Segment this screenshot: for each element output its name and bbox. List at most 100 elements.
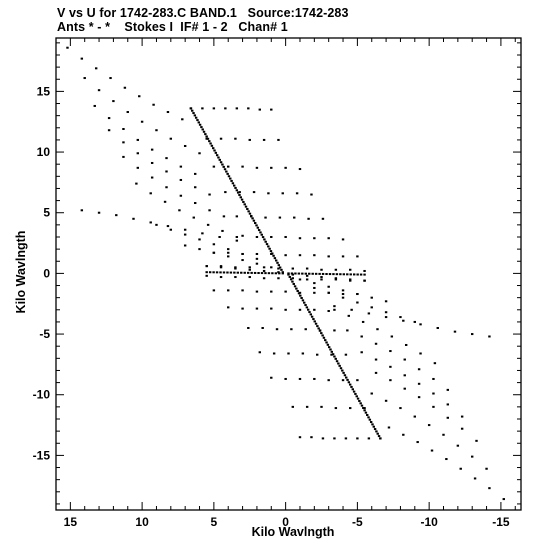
uv-point xyxy=(432,392,435,395)
uv-point xyxy=(198,248,201,251)
uv-point xyxy=(314,322,318,325)
uv-point xyxy=(221,163,224,166)
uv-point xyxy=(297,272,301,275)
uv-point xyxy=(298,254,302,257)
uv-point xyxy=(301,299,305,302)
uv-point xyxy=(370,392,373,395)
uv-point xyxy=(179,165,183,168)
uv-point xyxy=(224,191,227,194)
uv-point xyxy=(304,328,307,331)
uv-point xyxy=(360,351,363,354)
uv-point xyxy=(252,191,256,194)
uv-point xyxy=(193,114,197,117)
uv-point xyxy=(212,289,216,292)
uv-point xyxy=(235,107,239,110)
uv-point xyxy=(234,267,237,270)
uv-point xyxy=(304,304,307,307)
uv-point xyxy=(178,209,181,212)
uv-point xyxy=(219,137,223,140)
uv-point xyxy=(264,240,267,243)
uv-point xyxy=(292,282,295,285)
uv-point xyxy=(267,245,270,248)
uv-point xyxy=(341,293,345,296)
uv-point xyxy=(209,142,212,145)
uv-point xyxy=(349,407,352,410)
uv-point xyxy=(301,272,304,275)
uv-point xyxy=(313,320,316,323)
uv-point xyxy=(321,437,325,440)
uv-point xyxy=(248,276,251,279)
uv-point xyxy=(399,407,402,410)
uv-point xyxy=(83,77,86,80)
uv-point xyxy=(226,271,229,274)
uv-point xyxy=(403,387,406,390)
uv-point xyxy=(328,273,332,276)
uv-point xyxy=(275,328,279,331)
uv-point xyxy=(355,395,358,398)
uv-point xyxy=(342,273,346,276)
uv-point xyxy=(215,154,219,157)
uv-point xyxy=(234,186,237,189)
uv-point xyxy=(294,272,297,275)
uv-point xyxy=(189,107,193,110)
uv-point xyxy=(368,418,372,421)
uv-point xyxy=(346,273,349,276)
uv-point xyxy=(107,117,111,120)
uv-point xyxy=(460,427,464,430)
uv-point xyxy=(165,157,168,160)
uv-point xyxy=(260,272,264,275)
uv-point xyxy=(262,277,266,280)
uv-point xyxy=(309,313,313,316)
uv-point xyxy=(334,407,338,410)
uv-point xyxy=(241,289,244,292)
y-tick-label: 0 xyxy=(43,266,50,280)
uv-point xyxy=(399,316,402,319)
uv-point xyxy=(363,279,366,282)
uv-point xyxy=(485,467,488,470)
uv-point xyxy=(255,166,259,169)
uv-point xyxy=(278,266,282,269)
uv-point xyxy=(321,334,324,337)
uv-point xyxy=(227,251,230,254)
uv-point xyxy=(272,254,275,257)
uv-point xyxy=(313,377,316,380)
uv-point xyxy=(241,252,244,255)
uv-point xyxy=(372,425,375,428)
uv-point xyxy=(333,305,336,308)
uv-point xyxy=(149,192,152,195)
uv-point xyxy=(267,272,271,275)
uv-point xyxy=(234,266,237,269)
uv-point xyxy=(260,233,263,236)
uv-point xyxy=(403,374,406,377)
uv-point xyxy=(234,276,237,279)
uv-point xyxy=(210,144,214,147)
uv-point xyxy=(402,319,405,322)
uv-point xyxy=(223,168,227,171)
uv-point xyxy=(349,273,352,276)
uv-point xyxy=(132,217,135,220)
uv-point xyxy=(246,207,249,210)
uv-point xyxy=(360,404,364,407)
uv-point xyxy=(198,238,201,241)
uv-point xyxy=(66,46,69,49)
uv-point xyxy=(218,158,221,161)
uv-point xyxy=(205,137,208,140)
uv-point xyxy=(356,255,359,258)
uv-point xyxy=(122,128,125,131)
uv-point xyxy=(252,219,256,222)
uv-point xyxy=(123,86,127,89)
uv-point xyxy=(254,222,257,225)
uv-point xyxy=(334,268,338,271)
uv-point xyxy=(341,296,345,299)
uv-point xyxy=(281,192,284,195)
uv-point xyxy=(227,306,230,309)
uv-point xyxy=(432,405,435,408)
uv-point xyxy=(363,269,366,272)
uv-point xyxy=(389,365,392,368)
uv-point xyxy=(198,123,202,126)
uv-point xyxy=(163,200,167,203)
uv-point xyxy=(122,141,125,144)
uv-point xyxy=(235,189,239,192)
uv-point xyxy=(257,272,260,275)
uv-point xyxy=(225,170,228,173)
